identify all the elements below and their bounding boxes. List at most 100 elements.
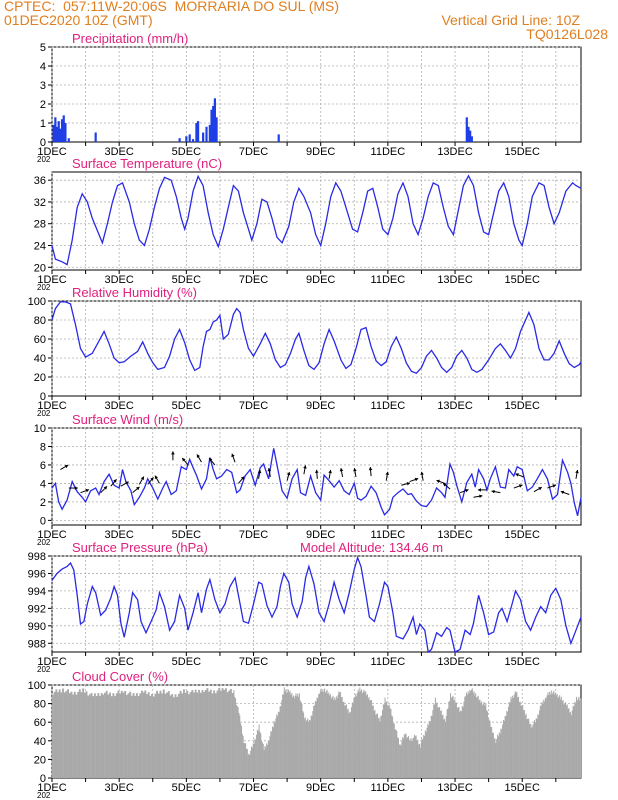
cloud-bar	[369, 700, 371, 778]
wind-ytick-label: 2	[40, 497, 46, 509]
cloud-bar	[567, 709, 569, 778]
cloud-bar	[400, 745, 402, 778]
cloud-bar	[476, 696, 478, 778]
cloud-bar	[292, 697, 294, 778]
wind-arrow-head	[479, 494, 483, 499]
wind-year-label: 202	[37, 538, 51, 547]
cloud-bar	[415, 735, 417, 778]
cloud-bar	[397, 738, 399, 778]
rh-xtick-label: 3DEC	[105, 400, 134, 412]
cloud-bar	[223, 689, 226, 778]
cloud-bar	[339, 692, 341, 778]
wind-panel	[48, 427, 582, 529]
cloud-bar	[507, 706, 509, 778]
rh-series-line	[51, 301, 582, 374]
cloud-bar	[385, 702, 387, 778]
rh-ytick-label: 60	[34, 334, 46, 346]
cloud-bar	[285, 689, 287, 778]
cloud-bar	[241, 733, 243, 778]
cloud-bar	[105, 690, 108, 778]
cloud-bar	[449, 700, 451, 778]
cloud-bar	[448, 701, 450, 778]
cloud-bar	[199, 692, 202, 778]
cloud-bar	[570, 711, 572, 778]
wind-arrow-head	[154, 475, 159, 480]
cloud-bar	[382, 704, 384, 778]
cloud-bar	[252, 743, 254, 778]
cloud-bar	[502, 724, 504, 778]
cloud-bar	[154, 693, 157, 778]
rh-ytick-label: 40	[34, 353, 46, 365]
cloud-year-label: 202	[37, 791, 51, 800]
cloud-bar	[564, 703, 566, 778]
cloud-bar	[367, 698, 369, 778]
precip-xtick-label: 13DEC	[437, 146, 473, 158]
pres-panel	[48, 555, 582, 656]
precip-xtick-label: 11DEC	[371, 146, 406, 158]
cloud-bar	[486, 710, 488, 778]
cloud-bar	[124, 691, 127, 778]
rh-xtick-label: 5DEC	[172, 400, 201, 412]
cloud-bar	[442, 714, 444, 778]
cloud-bar	[315, 701, 317, 778]
cloud-bar	[141, 690, 143, 778]
precip-bar	[64, 123, 67, 142]
cloud-bar	[389, 708, 391, 778]
cloud-bar	[460, 711, 462, 778]
temp-ytick-label: 20	[34, 262, 46, 274]
precip-bar	[178, 138, 181, 142]
cloud-bar	[300, 702, 302, 778]
cloud-bar	[270, 731, 272, 778]
cloud-bar	[511, 698, 513, 778]
cloud-bar	[327, 693, 329, 778]
pres-xtick-label: 5DEC	[172, 656, 201, 668]
cloud-bar	[387, 706, 389, 778]
cloud-bar	[242, 736, 244, 778]
wind-arrow-head	[552, 484, 556, 488]
precip-bar	[62, 115, 65, 142]
cloud-bar	[340, 692, 342, 778]
cloud-bar	[430, 715, 432, 778]
cloud-bar	[174, 694, 177, 778]
rh-title: Relative Humidity (%)	[72, 285, 197, 300]
cloud-bar	[393, 723, 395, 778]
cloud-bar	[117, 690, 120, 778]
cloud-bar	[465, 696, 467, 778]
cloud-bar	[375, 714, 377, 778]
cloud-bar	[516, 692, 518, 778]
cloud-bar	[416, 740, 418, 778]
cloud-bar	[269, 736, 271, 778]
cloud-bar	[193, 692, 195, 778]
cloud-bar	[299, 700, 301, 778]
cloud-bar	[228, 690, 231, 778]
cloud-bar	[473, 691, 475, 778]
wind-series-line	[51, 448, 582, 516]
cloud-bar	[364, 692, 366, 778]
cloud-bar	[305, 721, 307, 778]
precip-bar	[188, 134, 191, 142]
cloud-bar	[201, 690, 204, 778]
cloud-bar	[513, 694, 515, 778]
cloud-bar	[546, 695, 548, 778]
cloud-bar	[83, 692, 86, 778]
cloud-bar	[368, 697, 370, 778]
cloud-bar	[570, 715, 572, 778]
wind-arrow-head	[575, 469, 579, 474]
cloud-bar	[558, 696, 560, 778]
cloud-bar	[287, 689, 289, 778]
wind-ytick-label: 10	[34, 423, 46, 435]
cloud-bar	[247, 754, 249, 778]
cloud-bar	[265, 747, 267, 778]
cloud-bar	[491, 726, 493, 778]
wind-ytick-label: 0	[40, 515, 46, 527]
precip-bar	[215, 117, 218, 142]
cloud-bar	[533, 720, 536, 778]
cloud-bar	[231, 692, 234, 778]
cloud-bar	[576, 700, 578, 778]
precip-ytick-label: 5	[40, 42, 46, 54]
precip-bar	[185, 136, 188, 142]
cloud-bar	[87, 695, 90, 778]
cloud-bar	[527, 718, 529, 778]
cloud-bar	[361, 689, 363, 778]
wind-arrow-head	[414, 477, 419, 482]
